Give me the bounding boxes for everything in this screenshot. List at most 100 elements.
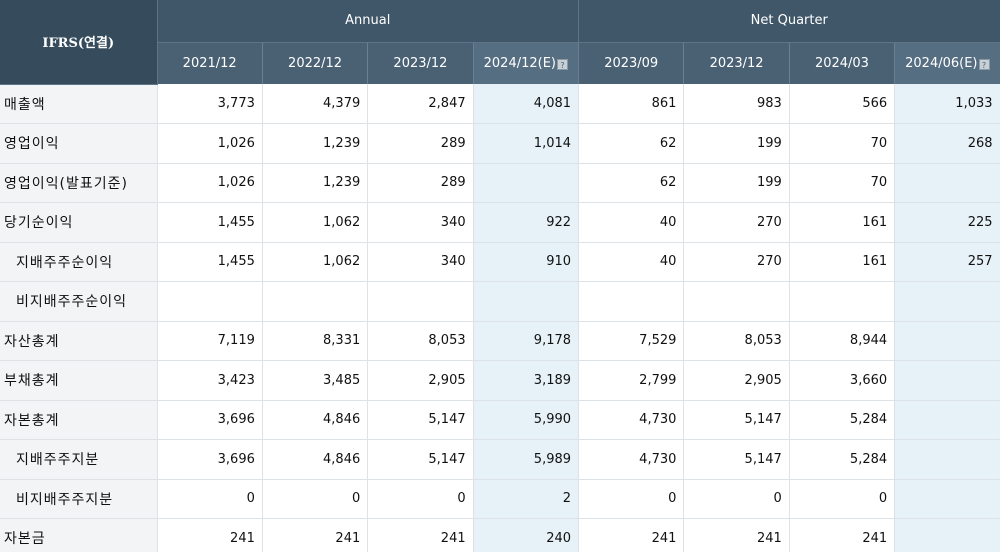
table-cell: 7,529 [578,321,685,361]
table-cell: 8,053 [367,321,474,361]
accounting-standard-header: IFRS(연결) [0,0,158,85]
table-row: 지배주주지분 3,696 4,846 5,147 5,989 4,730 5,1… [0,439,1000,480]
column-header: 2023/09 [578,42,685,84]
column-header-estimate: 2024/12(E)? [473,42,580,84]
table-cell: 4,379 [262,84,369,124]
table-cell: 4,846 [262,400,369,440]
table-cell: 5,147 [367,439,474,480]
table-cell: 3,485 [262,360,369,401]
table-cell: 2,905 [683,360,790,401]
table-cell: 40 [578,202,685,243]
table-cell: 3,696 [157,400,263,440]
table-cell: 1,239 [262,163,369,203]
table-cell: 5,284 [789,439,896,480]
table-cell: 3,773 [157,84,263,124]
table-cell: 2,799 [578,360,685,401]
table-cell: 5,147 [367,400,474,440]
row-label: 자본총계 [0,400,158,440]
row-label: 부채총계 [0,360,158,401]
table-cell: 0 [578,479,685,519]
table-cell: 2,847 [367,84,474,124]
table-cell: 4,846 [262,439,369,480]
column-header: 2021/12 [157,42,263,84]
table-cell: 983 [683,84,790,124]
table-cell: 225 [894,202,1000,243]
table-cell: 3,423 [157,360,263,401]
table-cell: 922 [473,202,580,243]
column-header: 2023/12 [367,42,474,84]
table-cell: 2 [473,479,580,519]
row-label: 매출액 [0,84,158,124]
table-row: 영업이익 1,026 1,239 289 1,014 62 199 70 268 [0,123,1000,164]
table-row: 비지배주주지분 0 0 0 2 0 0 0 [0,479,1000,519]
table-cell: 62 [578,163,685,203]
table-cell: 241 [262,518,369,552]
table-cell: 4,730 [578,439,685,480]
table-body: 매출액 3,773 4,379 2,847 4,081 861 983 566 … [0,84,1000,552]
table-row: 자산총계 7,119 8,331 8,053 9,178 7,529 8,053… [0,321,1000,361]
table-cell: 70 [789,123,896,164]
table-cell: 0 [157,479,263,519]
table-cell: 268 [894,123,1000,164]
estimate-help-icon[interactable]: ? [978,58,990,70]
table-cell [894,518,1000,552]
table-cell: 1,026 [157,163,263,203]
table-row: 자본금 241 241 241 240 241 241 241 [0,518,1000,552]
table-cell: 0 [789,479,896,519]
table-cell [683,281,790,322]
row-label: 영업이익(발표기준) [0,163,158,203]
table-cell: 4,730 [578,400,685,440]
table-cell: 161 [789,242,896,282]
table-cell: 8,053 [683,321,790,361]
table-cell: 3,189 [473,360,580,401]
table-cell: 40 [578,242,685,282]
table-cell: 340 [367,242,474,282]
table-cell: 1,455 [157,242,263,282]
table-cell: 7,119 [157,321,263,361]
table-cell [894,439,1000,480]
estimate-help-icon[interactable]: ? [557,58,568,70]
table-cell [367,281,474,322]
table-cell: 199 [683,123,790,164]
table-cell [894,400,1000,440]
table-cell: 340 [367,202,474,243]
table-header: IFRS(연결) Annual Net Quarter 2021/12 2022… [0,0,1000,85]
table-cell: 241 [367,518,474,552]
row-label: 지배주주순이익 [0,242,158,282]
table-cell: 1,033 [894,84,1000,124]
table-cell [262,281,369,322]
row-label: 자산총계 [0,321,158,361]
row-label: 비지배주주지분 [0,479,158,519]
table-cell [894,360,1000,401]
table-cell: 199 [683,163,790,203]
table-row: 당기순이익 1,455 1,062 340 922 40 270 161 225 [0,202,1000,243]
table-cell: 0 [683,479,790,519]
table-cell: 241 [157,518,263,552]
table-cell [894,321,1000,361]
row-label: 당기순이익 [0,202,158,243]
table-cell [157,281,263,322]
row-label: 지배주주지분 [0,439,158,480]
table-row: 지배주주순이익 1,455 1,062 340 910 40 270 161 2… [0,242,1000,282]
column-header: 2022/12 [262,42,369,84]
table-cell [894,479,1000,519]
table-cell: 5,284 [789,400,896,440]
table-cell: 161 [789,202,896,243]
net-quarter-group-header: Net Quarter [578,0,1000,43]
table-cell: 4,081 [473,84,580,124]
table-cell: 289 [367,123,474,164]
table-cell: 1,455 [157,202,263,243]
table-cell: 1,026 [157,123,263,164]
table-cell: 241 [789,518,896,552]
table-cell: 270 [683,242,790,282]
table-cell: 5,990 [473,400,580,440]
table-cell [894,163,1000,203]
table-row: 비지배주주순이익 [0,281,1000,322]
table-cell: 910 [473,242,580,282]
table-cell: 270 [683,202,790,243]
table-cell: 3,660 [789,360,896,401]
table-cell: 289 [367,163,474,203]
annual-group-header: Annual [157,0,580,43]
column-header: 2023/12 [683,42,790,84]
